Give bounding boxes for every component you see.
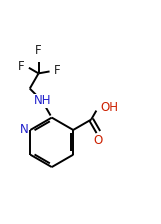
Text: O: O: [94, 134, 103, 147]
Text: F: F: [54, 64, 61, 77]
Text: OH: OH: [100, 101, 118, 114]
Text: F: F: [18, 60, 24, 73]
Text: NH: NH: [33, 95, 51, 108]
Text: F: F: [35, 44, 42, 57]
Text: N: N: [20, 123, 29, 136]
